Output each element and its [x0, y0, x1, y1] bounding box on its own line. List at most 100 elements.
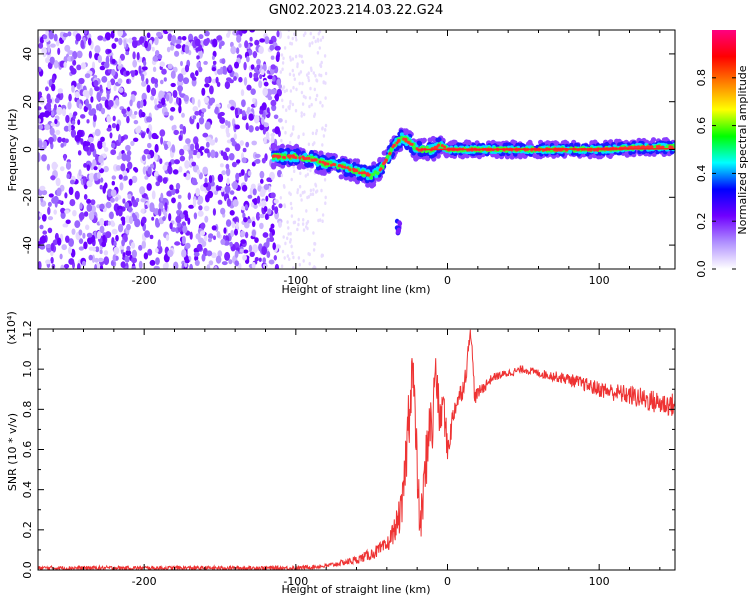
spectrogram-noise-dot	[45, 86, 49, 92]
spectrogram-noise-dot	[100, 136, 105, 142]
snr-frame	[38, 329, 675, 570]
spectrogram-noise-dot	[302, 94, 306, 99]
spectrogram-noise-dot	[85, 98, 89, 108]
spectrogram-noise-dot	[214, 190, 218, 195]
spectrogram-noise-dot	[205, 141, 210, 148]
spectrogram-noise-dot	[256, 58, 261, 65]
spectrogram-noise-dot	[174, 241, 181, 246]
spectrogram-noise-dot	[183, 210, 188, 216]
spectrogram-noise-dot	[282, 56, 285, 61]
spectrogram-noise-dot	[51, 161, 58, 171]
spectrogram-noise-dot	[48, 137, 54, 143]
spectrogram-noise-dot	[133, 120, 139, 125]
spectrogram-noise-dot	[79, 202, 83, 210]
spectrogram-noise-dot	[165, 234, 170, 242]
spectrogram-noise-dot	[249, 36, 253, 42]
spectrogram-noise-dot	[244, 231, 249, 239]
spectrogram-noise-dot	[50, 256, 54, 264]
spectrogram-noise-dot	[308, 104, 311, 109]
spectrogram-noise-dot	[307, 78, 311, 83]
spectrogram-noise-dot	[297, 256, 301, 260]
spectrogram-noise-dot	[204, 30, 210, 37]
spectrogram-noise-dot	[162, 164, 168, 171]
spectrogram-noise-dot	[252, 51, 257, 59]
spectrogram-noise-dot	[141, 216, 147, 224]
spectrogram-noise-dot	[187, 217, 191, 225]
spectrogram-noise-dot	[126, 115, 130, 124]
spectrogram-noise-dot	[224, 81, 231, 90]
spectrogram-noise-dot	[270, 223, 275, 229]
spectrogram-noise-dot	[164, 202, 168, 211]
spectrogram-noise-dot	[39, 112, 46, 118]
spectrogram-noise-dot	[62, 32, 69, 38]
spectrogram-noise-dot	[134, 111, 138, 115]
spectrogram-noise-dot	[111, 68, 116, 77]
spectrogram-noise-dot	[259, 74, 263, 80]
y-tick-label: -40	[21, 236, 34, 254]
spectrogram-noise-dot	[251, 229, 256, 237]
spectrogram-noise-dot	[275, 54, 280, 63]
spectrogram-ridge-dot	[397, 138, 401, 142]
spectrogram-noise-dot	[322, 134, 326, 138]
spectrogram-noise-dot	[284, 119, 288, 124]
spectrogram-noise-dot	[166, 46, 171, 53]
spectrogram-noise-dot	[102, 141, 106, 149]
spectrogram-noise-dot	[143, 252, 149, 260]
spectrogram-noise-dot	[82, 89, 89, 97]
spectrogram-noise-dot	[216, 231, 221, 238]
spectrogram-noise-dot	[54, 97, 60, 104]
spectrogram-noise-dot	[105, 201, 112, 209]
spectrogram-ridge-dot	[330, 163, 333, 167]
spectrogram-noise-dot	[280, 264, 284, 269]
spectrogram-noise-dot	[268, 259, 275, 265]
spectrogram-noise-dot	[121, 218, 126, 226]
spectrogram-noise-dot	[88, 172, 95, 182]
spectrogram-noise-dot	[246, 84, 252, 91]
spectrogram-noise-dot	[221, 187, 224, 193]
spectrogram-noise-dot	[313, 242, 317, 246]
spectrogram-noise-dot	[77, 119, 81, 126]
spectrogram-noise-dot	[195, 70, 199, 77]
spectrogram-noise-dot	[291, 36, 294, 41]
spectrogram-ridge-dot	[391, 145, 395, 149]
spectrogram-noise-dot	[297, 135, 300, 140]
spectrogram-noise-dot	[324, 96, 327, 100]
spectrogram-noise-dot	[71, 85, 75, 93]
spectrogram-noise-dot	[126, 78, 130, 84]
spectrogram-noise-dot	[314, 74, 317, 78]
spectrogram-noise-dot	[178, 134, 183, 141]
spectrogram-noise-dot	[290, 244, 293, 249]
spectrogram-noise-dot	[88, 254, 93, 261]
spectrogram-noise-dot	[271, 204, 275, 211]
spectrogram-noise-dot	[321, 213, 325, 217]
spectrogram-noise-dot	[263, 122, 269, 128]
spectrogram-noise-dot	[198, 34, 204, 40]
spectrogram-noise-dot	[160, 79, 164, 85]
colorbar-tick-label: 0.2	[695, 212, 708, 230]
spectrogram-noise-dot	[153, 152, 158, 161]
spectrogram-noise-dot	[131, 36, 137, 41]
spectrogram-noise-dot	[239, 248, 244, 253]
spectrogram-noise-dot	[255, 211, 261, 221]
spectrogram-noise-dot	[70, 129, 76, 138]
spectrogram-noise-dot	[141, 81, 147, 87]
spectrogram-noise-dot	[117, 30, 124, 37]
spectrogram-noise-dot	[238, 43, 242, 48]
spectrogram-noise-dot	[234, 250, 239, 258]
spectrogram-noise-dot	[321, 126, 324, 130]
spectrogram-noise-dot	[62, 223, 68, 228]
spectrogram-noise-dot	[196, 122, 200, 130]
spectrogram-ridge-dot	[288, 161, 294, 166]
spectrogram-noise-dot	[322, 80, 325, 84]
spectrogram-noise-dot	[244, 40, 249, 49]
spectrogram-noise-dot	[276, 78, 281, 86]
spectrogram-noise-dot	[107, 49, 112, 54]
spectrogram-noise-dot	[262, 232, 269, 238]
spectrogram-noise-dot	[65, 235, 70, 243]
spectrogram-noise-dot	[198, 44, 203, 52]
spectrogram-noise-dot	[315, 93, 319, 98]
spectrogram-noise-dot	[263, 137, 267, 144]
spectrogram-noise-dot	[114, 37, 119, 42]
spectrogram-noise-dot	[221, 170, 227, 176]
spectrogram-noise-dot	[172, 90, 178, 98]
